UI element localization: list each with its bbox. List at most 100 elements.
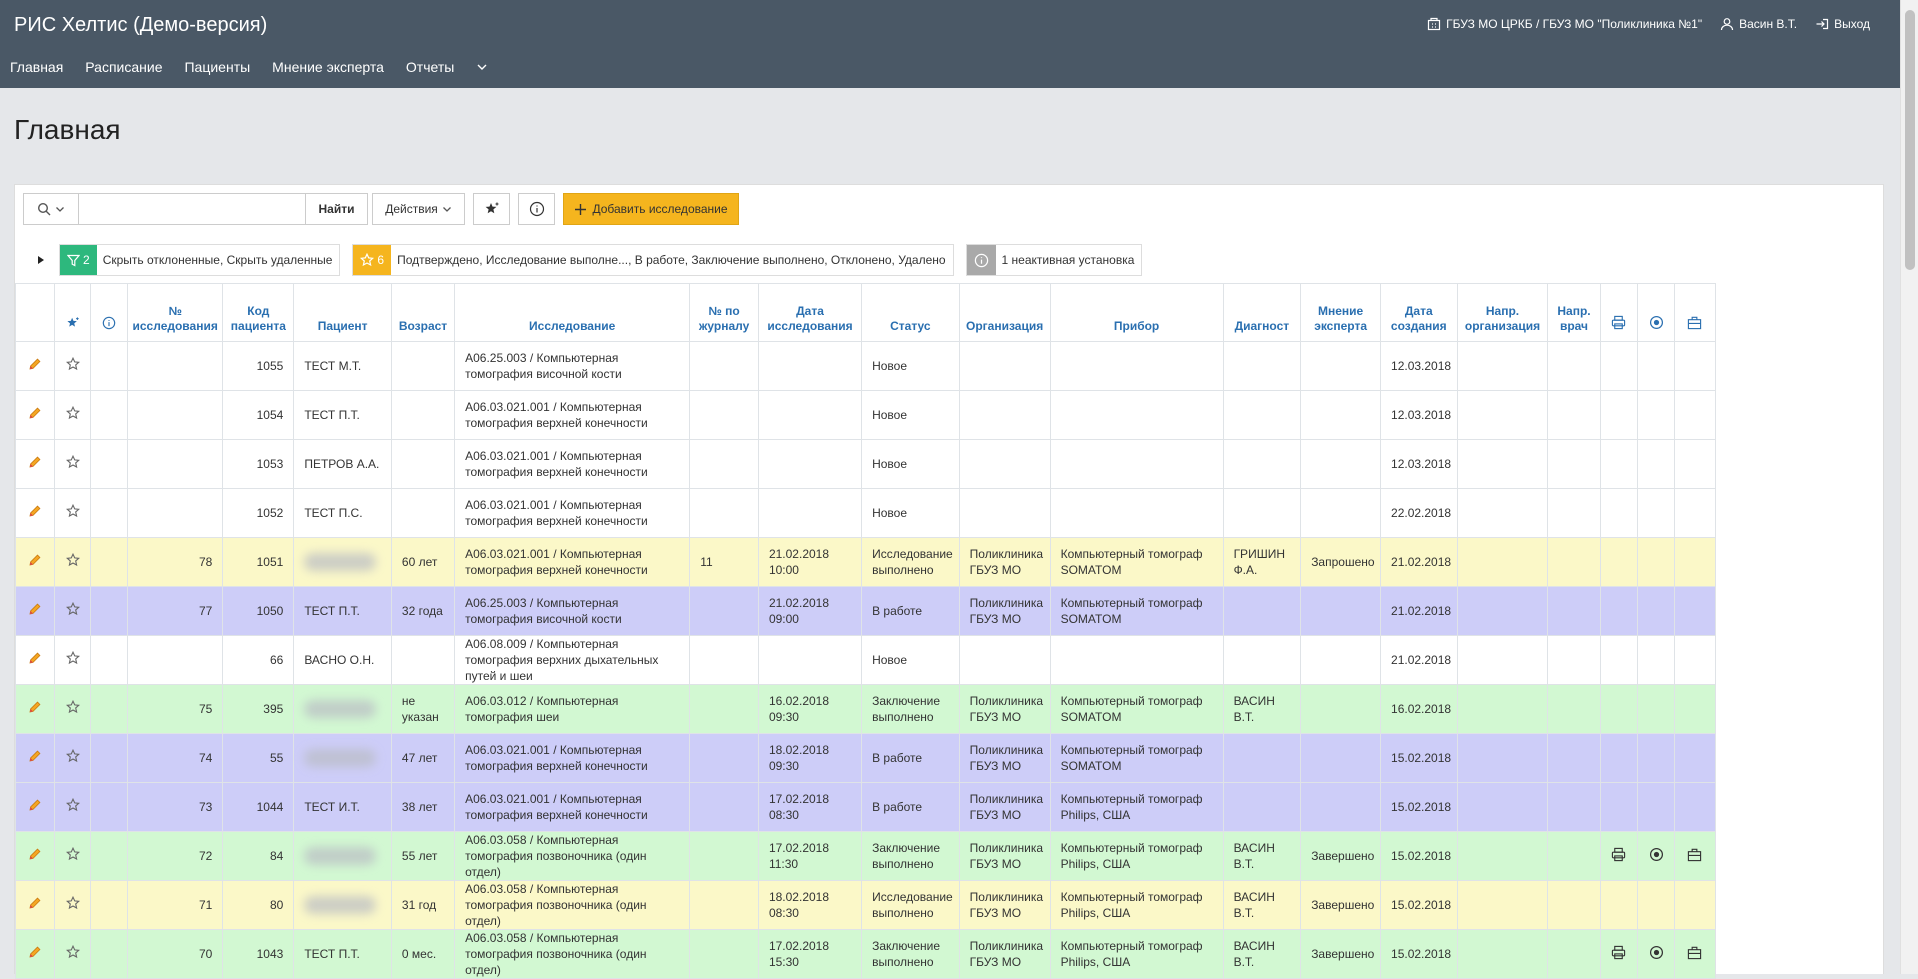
col-expert-opinion[interactable]: Мнение эксперта [1300, 283, 1382, 342]
cell-favorite[interactable] [53, 439, 92, 489]
filter-chip-inactive-device[interactable]: 1 неактивная установка [965, 244, 1143, 276]
col-age[interactable]: Возраст [390, 283, 456, 342]
cell-edit[interactable] [15, 733, 55, 783]
cell-edit[interactable] [15, 831, 55, 881]
menu-item-patients[interactable]: Пациенты [184, 59, 251, 75]
cell-organization: Поликлиника ГБУЗ МО [958, 537, 1051, 587]
table-row[interactable]: 71 80 31 год A06.03.058 / Компьютерная томо… [15, 880, 1717, 930]
col-ref-org[interactable]: Напр. организация [1456, 283, 1549, 342]
cell-viewer[interactable] [1637, 831, 1675, 881]
search-type-dropdown[interactable] [23, 193, 78, 225]
cell-edit[interactable] [15, 537, 55, 587]
scrollbar-thumb[interactable] [1905, 10, 1915, 270]
cell-study-date [757, 635, 863, 685]
cell-favorite[interactable] [53, 537, 92, 587]
favorites-filter-button[interactable] [473, 193, 510, 225]
cell-edit[interactable] [15, 390, 55, 440]
cell-favorite[interactable] [53, 880, 92, 930]
cell-study: A06.03.021.001 / Компьютерная томография… [454, 390, 691, 440]
col-ref-doctor[interactable]: Напр. врач [1547, 283, 1601, 342]
cell-printer[interactable] [1599, 831, 1639, 881]
find-button[interactable]: Найти [306, 193, 368, 225]
cell-favorite[interactable] [53, 831, 92, 881]
logout-link[interactable]: Выход [1815, 17, 1870, 31]
caret-right-icon [37, 255, 45, 265]
organization-switcher[interactable]: ГБУЗ МО ЦРКБ / ГБУЗ МО "Поликлиника №1" [1427, 17, 1702, 31]
col-study-date[interactable]: Дата исследования [757, 283, 863, 342]
col-journal-no[interactable]: № по журналу [689, 283, 759, 342]
search-input[interactable] [78, 193, 306, 225]
info-button[interactable] [518, 193, 555, 225]
cell-favorite[interactable] [53, 586, 92, 636]
col-patient[interactable]: Пациент [293, 283, 392, 342]
more-menu-chevron-icon[interactable] [476, 59, 488, 75]
filter-count: 2 [83, 253, 90, 267]
cell-favorite[interactable] [53, 390, 92, 440]
cell-printer[interactable] [1599, 929, 1639, 979]
filters-expand-toggle[interactable] [23, 255, 59, 265]
page-title: Главная [14, 114, 121, 145]
cell-edit[interactable] [15, 439, 55, 489]
cell-edit[interactable] [15, 929, 55, 979]
table-row[interactable]: 1052 ТЕСТ П.С. A06.03.021.001 / Компьютерн… [15, 488, 1717, 538]
table-row[interactable]: 1055 ТЕСТ М.Т. A06.25.003 / Компьютерная т… [15, 341, 1717, 391]
table-row[interactable]: 75 395 не указан A06.03.012 / Компьютерная … [15, 684, 1717, 734]
col-organization[interactable]: Организация [958, 283, 1051, 342]
col-patient-code[interactable]: Код пациента [222, 283, 295, 342]
filter-chip-statuses[interactable]: 6 Подтверждено, Исследование выполне...,… [352, 244, 954, 276]
cell-expert-opinion: Запрошено [1300, 537, 1382, 587]
cell-patient-code: 80 [222, 880, 295, 930]
table-row[interactable]: 78 1051 60 лет A06.03.021.001 / Компьютерна… [15, 537, 1717, 587]
cell-favorite[interactable] [53, 733, 92, 783]
cell-archive[interactable] [1673, 831, 1717, 881]
actions-dropdown[interactable]: Действия [372, 193, 465, 225]
cell-viewer[interactable] [1637, 929, 1675, 979]
cell-created: 21.02.2018 [1380, 586, 1458, 636]
table-row[interactable]: 70 1043 ТЕСТ П.Т. 0 мес. A06.03.058 / Компью… [15, 929, 1717, 979]
cell-favorite[interactable] [53, 635, 92, 685]
cell-edit[interactable] [15, 586, 55, 636]
cell-study: A06.03.058 / Компьютерная томография поз… [454, 831, 691, 881]
cell-edit[interactable] [15, 488, 55, 538]
cell-edit[interactable] [15, 880, 55, 930]
col-favorite[interactable] [53, 283, 92, 342]
menu-item-schedule[interactable]: Расписание [85, 59, 163, 75]
col-info[interactable] [90, 283, 128, 342]
info-icon [529, 201, 545, 217]
table-row[interactable]: 1053 ПЕТРОВ А.А. A06.03.021.001 / Компьюте… [15, 439, 1717, 489]
cell-edit[interactable] [15, 341, 55, 391]
table-row[interactable]: 72 84 55 лет A06.03.058 / Компьютерная томо… [15, 831, 1717, 881]
cell-edit[interactable] [15, 782, 55, 832]
cell-favorite[interactable] [53, 782, 92, 832]
menu-item-reports[interactable]: Отчеты [405, 59, 455, 75]
cell-diagnostician [1222, 733, 1302, 783]
menu-item-expert-opinion[interactable]: Мнение эксперта [272, 59, 384, 75]
col-diagnostician[interactable]: Диагност [1222, 283, 1302, 342]
table-row[interactable]: 1054 ТЕСТ П.Т. A06.03.021.001 / Компьютерн… [15, 390, 1717, 440]
cell-edit[interactable] [15, 635, 55, 685]
cell-journal-no [689, 635, 759, 685]
menu-item-home[interactable]: Главная [10, 59, 64, 75]
table-row[interactable]: 74 55 47 лет A06.03.021.001 / Компьютерная … [15, 733, 1717, 783]
table-row[interactable]: 77 1050 ТЕСТ П.Т. 32 года A06.25.003 / Компь… [15, 586, 1717, 636]
col-device[interactable]: Прибор [1049, 283, 1224, 342]
app-title[interactable]: РИС Хелтис (Демо-версия) [14, 14, 268, 36]
table-row[interactable]: 66 ВАСНО О.Н. A06.08.009 / Компьютерная то… [15, 635, 1717, 685]
cell-study-no: 74 [126, 733, 224, 783]
col-created[interactable]: Дата создания [1380, 283, 1458, 342]
cell-favorite[interactable] [53, 341, 92, 391]
col-study[interactable]: Исследование [454, 283, 691, 342]
table-row[interactable]: 73 1044 ТЕСТ И.Т. 38 лет A06.03.021.001 / Ко… [15, 782, 1717, 832]
col-status[interactable]: Статус [861, 283, 960, 342]
cell-favorite[interactable] [53, 929, 92, 979]
star-icon [65, 455, 80, 469]
cell-favorite[interactable] [53, 488, 92, 538]
filter-chip-hidden[interactable]: 2 Скрыть отклоненные, Скрыть удаленные [59, 244, 341, 276]
user-menu[interactable]: Васин В.Т. [1720, 17, 1797, 31]
cell-favorite[interactable] [53, 684, 92, 734]
cell-edit[interactable] [15, 684, 55, 734]
cell-archive[interactable] [1673, 929, 1717, 979]
page-scrollbar[interactable] [1900, 0, 1918, 974]
col-study-no[interactable]: № исследования [126, 283, 224, 342]
add-study-button[interactable]: Добавить исследование [563, 193, 739, 225]
